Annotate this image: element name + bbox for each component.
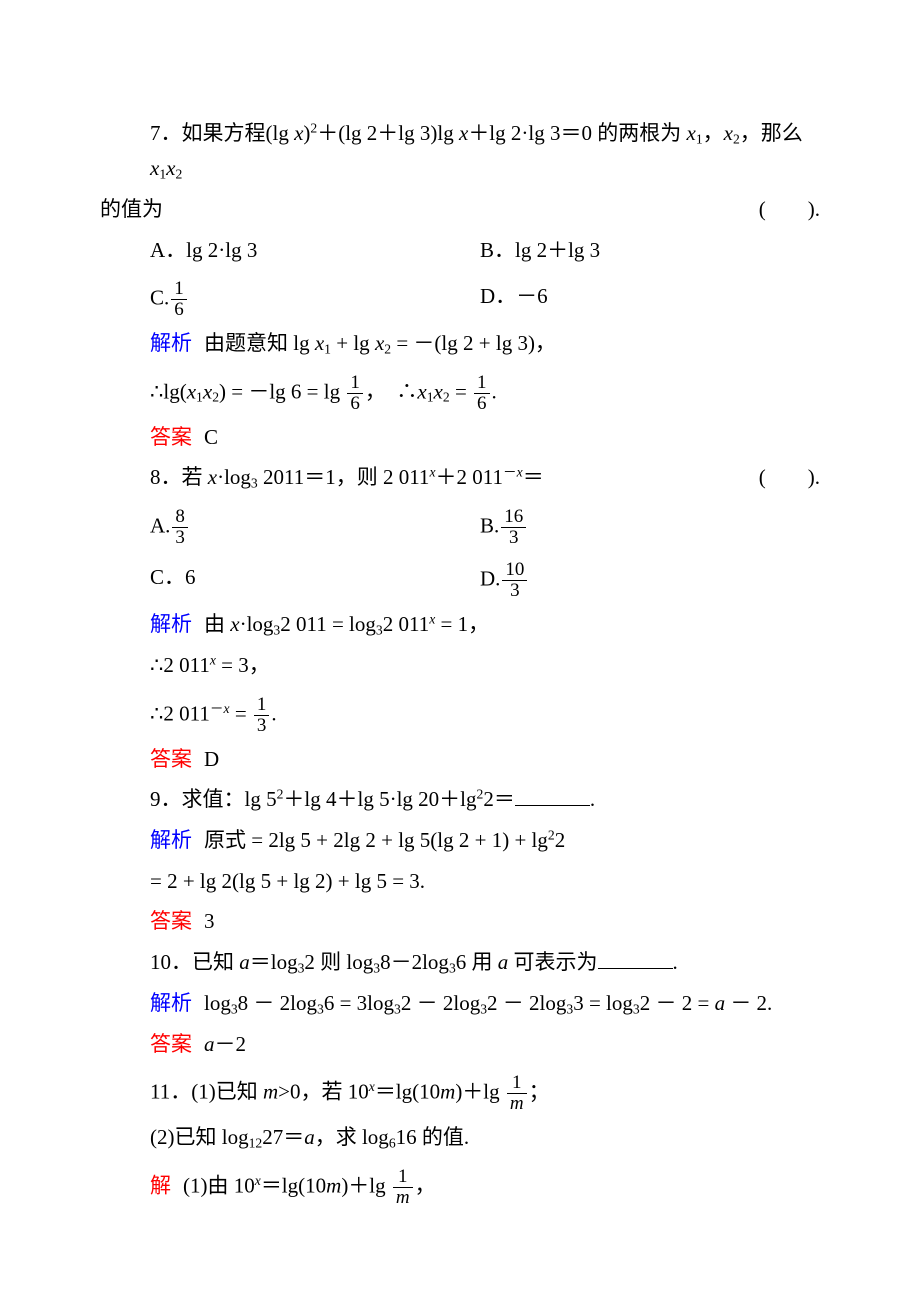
q8-stem-row: 8．若 x·log3 2011＝1，则 2 011x＋2 011－x＝ ( ). — [100, 460, 820, 495]
q10-answer: 答案a－2 — [100, 1027, 820, 1062]
q7-number: 7． — [150, 121, 182, 145]
q7-optA: A．lg 2·lg 3 — [150, 233, 480, 268]
q10-jiexi: 解析log38 － 2log36 = 3log32 － 2log32 － 2lo… — [100, 986, 820, 1021]
q8-optC: C．6 — [150, 560, 480, 601]
q7-stem1: 如果方程(lg x)2＋(lg 2＋lg 3)lg x＋lg 2·lg 3＝0 … — [150, 121, 803, 180]
q8-optD: D.103 — [480, 560, 820, 601]
q7-optB: B．lg 2＋lg 3 — [480, 233, 820, 268]
q10-stem: 10．已知 a＝log32 则 log38－2log36 用 a 可表示为. — [100, 945, 820, 980]
q8-jiexi-l1: 解析由 x·log32 011 = log32 011x = 1， — [100, 607, 820, 642]
q7-opts-cd: C.16 D．－6 — [100, 279, 820, 320]
q7-optD: D．－6 — [480, 279, 820, 320]
q7-stem-l2-row: 的值为 ( ). — [100, 192, 820, 227]
q7-stem-l1: 7．如果方程(lg x)2＋(lg 2＋lg 3)lg x＋lg 2·lg 3＝… — [100, 116, 820, 186]
q7-optC: C.16 — [150, 279, 480, 320]
q11-jie: 解(1)由 10x＝lg(10m)＋lg 1m， — [100, 1167, 820, 1208]
q8-opts-ab: A.83 B.163 — [100, 507, 820, 548]
q8-answer: 答案D — [100, 742, 820, 777]
q9-jiexi-l1: 解析原式 = 2lg 5 + 2lg 2 + lg 5(lg 2 + 1) + … — [100, 823, 820, 858]
q11-p2: (2)已知 log1227＝a，求 log616 的值. — [100, 1120, 820, 1155]
q8-paren: ( ). — [759, 460, 820, 495]
q7-stem2: 的值为 — [100, 197, 163, 221]
q8-jiexi-l2: ∴2 011x = 3， — [100, 648, 820, 683]
q8-optA: A.83 — [150, 507, 480, 548]
q11-p1: 11．(1)已知 m>0，若 10x＝lg(10m)＋lg 1m； — [100, 1073, 820, 1114]
q8-stem: 8．若 x·log3 2011＝1，则 2 011x＋2 011－x＝ — [150, 460, 749, 495]
q9-answer: 答案3 — [100, 904, 820, 939]
q7-paren: ( ). — [759, 192, 820, 227]
jiexi-label: 解析 — [150, 331, 192, 355]
blank — [598, 951, 673, 969]
q7-jiexi-l1: 解析由题意知 lg x1 + lg x2 = －(lg 2 + lg 3)， — [100, 326, 820, 361]
q8-opts-cd: C．6 D.103 — [100, 560, 820, 601]
page: 7．如果方程(lg x)2＋(lg 2＋lg 3)lg x＋lg 2·lg 3＝… — [0, 0, 920, 1302]
q9-stem: 9．求值：lg 52＋lg 4＋lg 5·lg 20＋lg22＝. — [100, 782, 820, 817]
daan-label: 答案 — [150, 425, 192, 449]
blank — [515, 788, 590, 806]
q7-opts-ab: A．lg 2·lg 3 B．lg 2＋lg 3 — [100, 233, 820, 268]
q7-answer: 答案C — [100, 420, 820, 455]
q9-jiexi-l2: = 2 + lg 2(lg 5 + lg 2) + lg 5 = 3. — [100, 864, 820, 899]
q8-optB: B.163 — [480, 507, 820, 548]
q8-jiexi-l3: ∴2 011－x = 13. — [100, 695, 820, 736]
q7-jiexi-l2: ∴lg(x1x2) = －lg 6 = lg 16， ∴x1x2 = 16. — [100, 373, 820, 414]
